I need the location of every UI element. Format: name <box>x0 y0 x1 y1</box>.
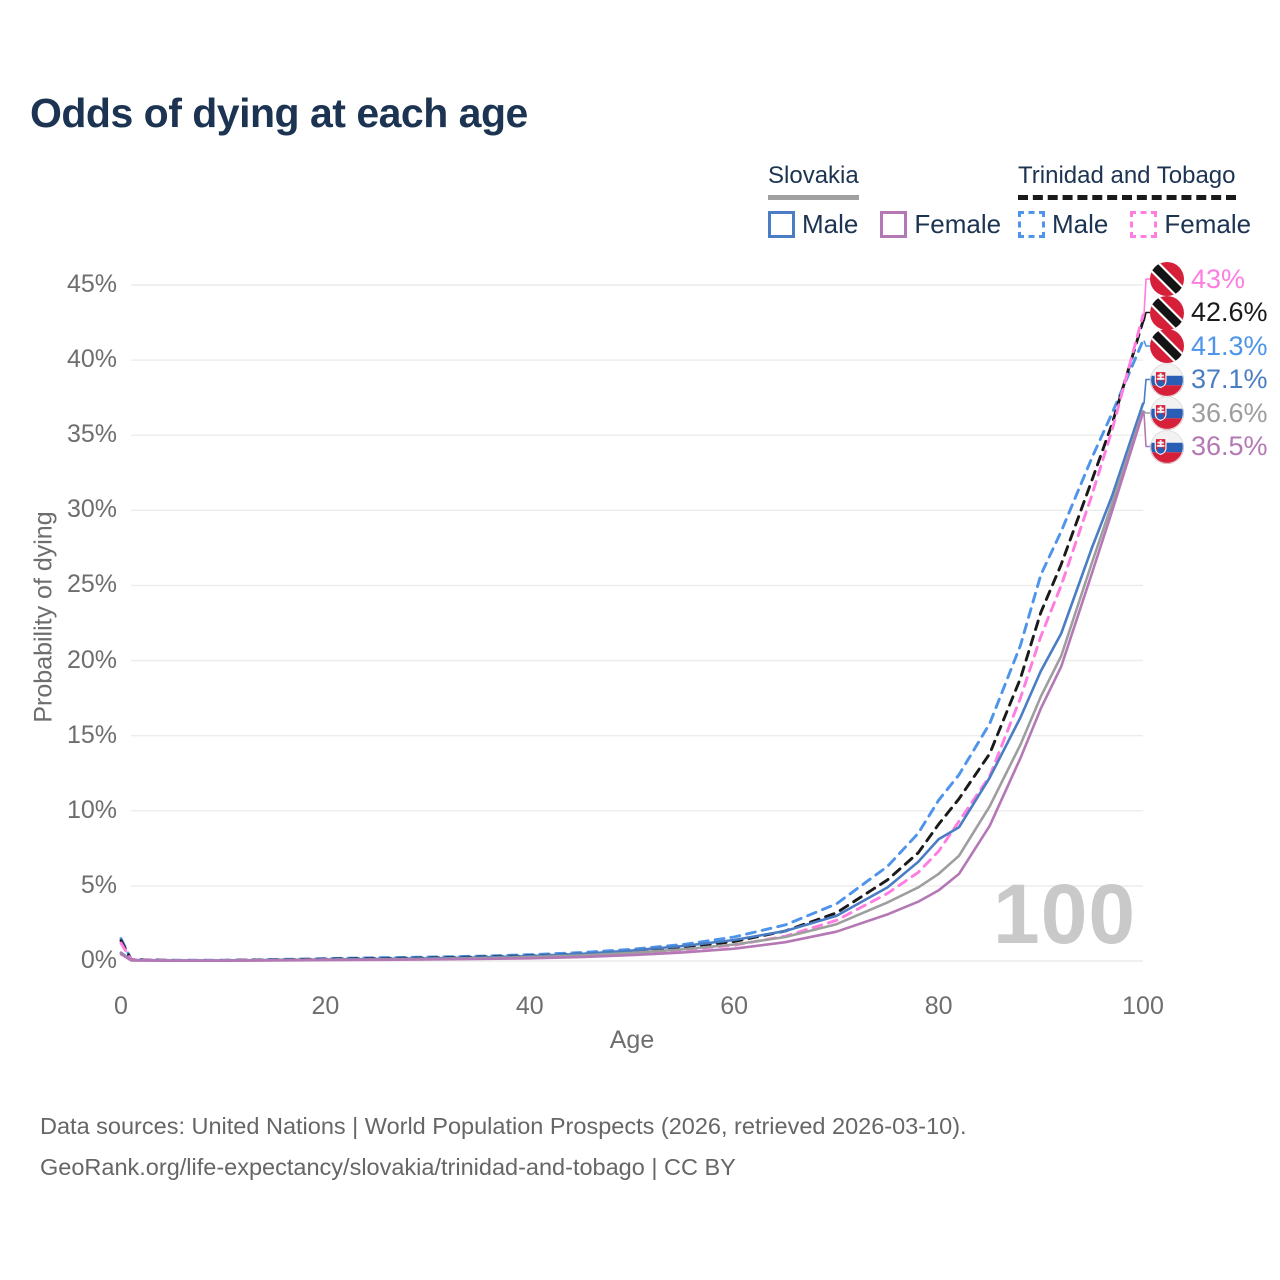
legend-item-slovakia-female[interactable]: Female <box>880 209 1001 240</box>
footer: Data sources: United Nations | World Pop… <box>40 1106 967 1188</box>
flag-icon-trinidad-and-tobago <box>1150 295 1184 330</box>
y-tick-label: 45% <box>66 270 117 298</box>
legend-item-slovakia-male[interactable]: Male <box>768 209 858 240</box>
end-label-value: 36.5% <box>1191 431 1268 461</box>
y-tick-label: 25% <box>66 570 117 599</box>
y-tick-label: 40% <box>66 345 117 374</box>
legend-label: Female <box>1164 209 1252 239</box>
y-tick-label: 5% <box>80 870 117 899</box>
series-line-trinidad-and-tobago-both[interactable] <box>119 319 1145 962</box>
legend-item-trinidad-male[interactable]: Male <box>1018 209 1108 240</box>
end-label-slovakia-female[interactable]: 36.5% <box>1150 429 1268 464</box>
end-label-value: 41.3% <box>1191 330 1268 361</box>
end-label-value: 42.6% <box>1191 297 1268 327</box>
y-tick-label: 15% <box>66 720 117 749</box>
flag-icon-trinidad-and-tobago <box>1150 262 1184 296</box>
end-label-value: 43% <box>1191 263 1246 294</box>
end-label-trinidad-and-tobago-male[interactable]: 41.3% <box>1150 329 1268 363</box>
legend-country-trinidad-and-tobago[interactable]: Trinidad and Tobago <box>1018 162 1236 200</box>
legend-group-slovakia: Slovakia Male Female <box>768 162 1001 240</box>
x-tick-label: 40 <box>515 992 544 1020</box>
end-label-slovakia-male[interactable]: 37.1% <box>1150 362 1268 397</box>
legend-swatch-trinidad-male <box>1018 211 1045 238</box>
y-tick-label: 30% <box>66 495 117 524</box>
y-tick-label: 35% <box>66 420 117 449</box>
x-tick-label: 60 <box>720 992 749 1020</box>
y-axis-title: Probability of dying <box>29 511 58 723</box>
end-label-trinidad-and-tobago-both[interactable]: 42.6% <box>1150 295 1268 330</box>
y-tick-label: 0% <box>80 946 117 974</box>
x-tick-label: 0 <box>114 992 128 1020</box>
x-tick-label: 20 <box>311 992 340 1020</box>
legend-label: Female <box>914 209 1002 239</box>
legend-swatch-trinidad-female <box>1130 211 1158 238</box>
series-line-trinidad-and-tobago-female[interactable] <box>119 313 1145 962</box>
legend-label: Male <box>802 209 859 239</box>
legend-swatch-slovakia-female <box>880 211 908 238</box>
flag-icon-slovakia <box>1150 396 1184 430</box>
x-tick-label: 80 <box>924 992 953 1020</box>
footer-attribution: GeoRank.org/life-expectancy/slovakia/tri… <box>40 1154 736 1180</box>
series-line-slovakia-female[interactable] <box>119 411 1145 962</box>
legend-group-trinidad-and-tobago: Trinidad and Tobago Male Female <box>1018 162 1251 240</box>
flag-icon-slovakia <box>1150 362 1184 397</box>
end-label-value: 36.6% <box>1191 397 1268 428</box>
end-label-slovakia-both[interactable]: 36.6% <box>1150 396 1268 430</box>
x-tick-label: 100 <box>1122 992 1164 1020</box>
y-tick-label: 20% <box>66 645 117 674</box>
end-label-trinidad-and-tobago-female[interactable]: 43% <box>1150 262 1245 296</box>
series-line-slovakia-both[interactable] <box>119 409 1145 962</box>
footer-data-sources: Data sources: United Nations | World Pop… <box>40 1113 967 1139</box>
legend-item-trinidad-female[interactable]: Female <box>1130 209 1251 240</box>
legend-swatch-slovakia-male <box>768 211 795 238</box>
series-line-slovakia-male[interactable] <box>119 402 1145 962</box>
page-title: Odds of dying at each age <box>30 90 528 136</box>
end-label-value: 37.1% <box>1191 364 1268 394</box>
legend-label: Male <box>1052 209 1109 239</box>
flag-icon-trinidad-and-tobago <box>1150 329 1184 363</box>
series-line-trinidad-and-tobago-male[interactable] <box>119 339 1145 962</box>
hover-age-watermark: 100 <box>993 867 1137 961</box>
x-axis-title: Age <box>609 1026 655 1054</box>
legend-country-slovakia[interactable]: Slovakia <box>768 162 859 200</box>
y-tick-label: 10% <box>66 795 117 824</box>
flag-icon-slovakia <box>1150 429 1184 464</box>
